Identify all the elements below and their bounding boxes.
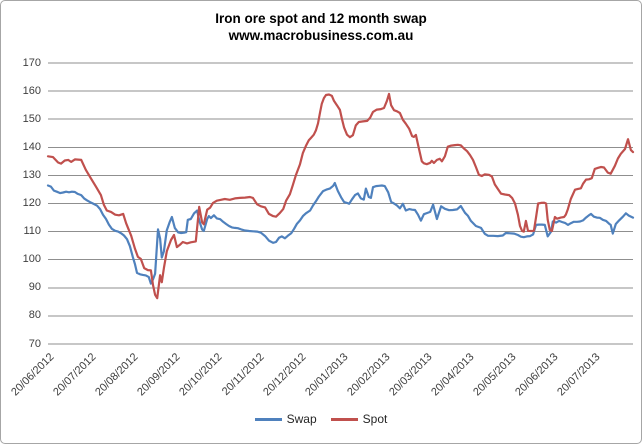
y-tick-label: 170 xyxy=(22,56,41,69)
y-tick-label: 150 xyxy=(22,112,41,125)
y-tick-label: 160 xyxy=(22,84,41,97)
spot-line-swatch xyxy=(330,417,358,421)
legend-label-swap: Swap xyxy=(286,412,317,426)
legend: Swap Spot xyxy=(1,412,641,426)
y-tick-label: 90 xyxy=(28,281,41,294)
legend-item-swap: Swap xyxy=(254,412,317,426)
legend-item-spot: Spot xyxy=(330,412,388,426)
series-line-swap xyxy=(46,181,635,285)
y-tick-label: 120 xyxy=(22,197,41,209)
y-tick-label: 100 xyxy=(22,253,41,266)
series-line-spot xyxy=(46,92,635,300)
legend-label-spot: Spot xyxy=(362,412,388,426)
y-tick-label: 70 xyxy=(28,337,41,350)
swap-line-swatch xyxy=(254,417,282,421)
chart-subtitle: www.macrobusiness.com.au xyxy=(228,28,414,43)
y-tick-label: 80 xyxy=(28,309,41,322)
y-tick-label: 140 xyxy=(22,140,41,153)
y-tick-label: 130 xyxy=(22,168,41,181)
y-tick-label: 110 xyxy=(23,225,41,238)
chart-title: Iron ore spot and 12 month swap xyxy=(215,11,427,26)
